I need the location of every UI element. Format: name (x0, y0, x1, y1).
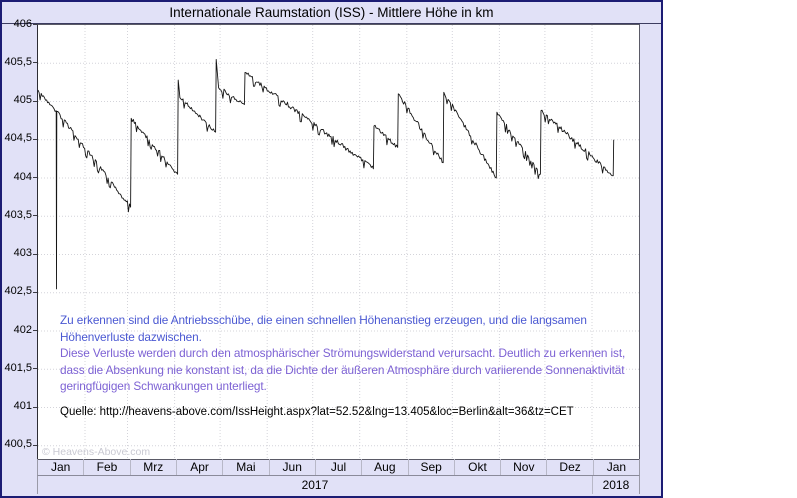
y-tick-mark (33, 100, 37, 102)
y-tick-mark (33, 330, 37, 331)
watermark: © Heavens-Above.com (42, 446, 151, 458)
year-row: 2017 2018 (37, 476, 640, 494)
month-label: Jan (606, 460, 627, 474)
month-row: Jan Feb Mrz Apr Mai Jun Jul Aug Sep Okt Nov Dez Jan (37, 459, 640, 476)
x-axis: Jan Feb Mrz Apr Mai Jun Jul Aug Sep Okt Nov Dez Jan … (37, 459, 640, 494)
month-label: Dez (547, 459, 594, 475)
month-label: Jan (38, 459, 85, 475)
y-tick-label: 405,5 (4, 55, 32, 68)
month-label: Apr (177, 459, 224, 475)
month-label: Mrz (131, 459, 177, 475)
y-tick-mark (33, 138, 37, 140)
y-tick-label: 403 (13, 247, 32, 259)
iss-altitude-curve (38, 58, 615, 290)
iss-altitude-chart: Internationale Raumstation (ISS) - Mittl… (0, 0, 663, 498)
y-tick-mark (33, 177, 37, 178)
month-label: Aug (362, 459, 409, 475)
y-tick-mark (33, 62, 37, 64)
y-tick-label: 402,5 (4, 285, 32, 298)
y-tick-label: 404,5 (4, 132, 32, 145)
annotation-block: Zu erkennen sind die Antriebsschübe, die… (60, 312, 625, 395)
annotation-line: Höhenverluste dazwischen. (60, 329, 202, 344)
y-tick-mark (33, 24, 37, 25)
y-tick-label: 400,5 (4, 438, 32, 451)
y-tick-mark (33, 444, 37, 446)
annotation-line: dass die Absenkung nie konstant ist, da … (60, 362, 625, 377)
year-label: 2018 (591, 476, 639, 494)
y-tick-label: 401,5 (4, 361, 32, 374)
y-tick-mark (33, 253, 37, 255)
annotation-line: geringfügigen Schwankungen unterliegt. (60, 379, 267, 393)
y-tick-label: 403,5 (4, 208, 32, 221)
chart-title: Internationale Raumstation (ISS) - Mittl… (2, 2, 661, 24)
month-label: Jul (316, 459, 363, 475)
plot-svg (38, 25, 639, 459)
month-label: Mai (223, 459, 270, 475)
month-label: Nov (501, 459, 548, 475)
annotation-line: Zu erkennen sind die Antriebsschübe, die… (60, 313, 587, 327)
plot-area: Zu erkennen sind die Antriebsschübe, die… (37, 24, 640, 460)
month-label: Sep (409, 459, 455, 475)
month-label: Okt (455, 459, 502, 475)
y-tick-label: 405 (13, 94, 32, 106)
y-tick-label: 404 (13, 170, 32, 183)
y-tick-mark (33, 291, 37, 293)
annotation-line: Diese Verluste werden durch den atmosphä… (60, 346, 626, 360)
year-label: 2017 (301, 478, 329, 492)
month-label: Feb (84, 459, 131, 475)
y-tick-mark (33, 215, 37, 217)
y-tick-label: 401 (13, 400, 32, 412)
y-tick-label: 402 (13, 323, 32, 336)
source-line: Quelle: http://heavens-above.com/IssHeig… (60, 406, 574, 418)
month-label: Jun (270, 459, 316, 475)
y-tick-mark (33, 406, 37, 408)
y-tick-label: 406 (13, 17, 32, 30)
y-tick-mark (33, 368, 37, 370)
